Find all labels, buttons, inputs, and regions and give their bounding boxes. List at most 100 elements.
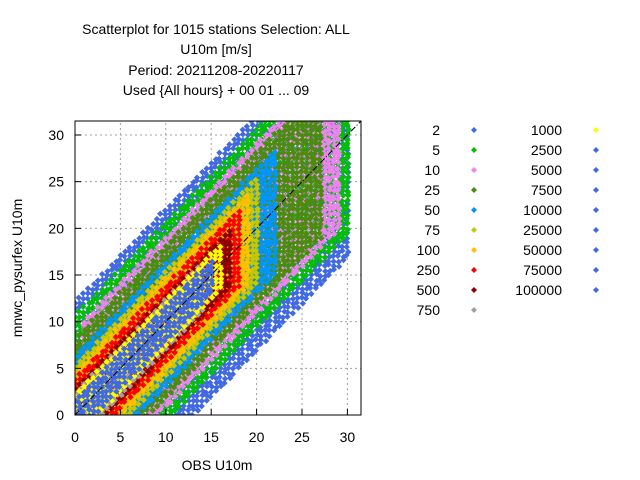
data-point [331, 99, 337, 105]
data-point [312, 104, 318, 110]
data-point [272, 103, 278, 109]
data-point [265, 326, 273, 334]
data-point [102, 275, 110, 283]
data-point [326, 81, 332, 87]
data-point [331, 48, 337, 54]
data-point [336, 80, 342, 86]
data-point [294, 104, 300, 110]
data-point [226, 141, 233, 148]
data-point [298, 98, 304, 104]
data-point [239, 126, 246, 133]
data-point [340, 28, 346, 34]
data-point [231, 360, 239, 368]
data-point [317, 62, 323, 68]
data-point [285, 98, 291, 104]
data-point [294, 95, 300, 101]
data-point [339, 47, 345, 53]
data-point [244, 126, 251, 134]
data-point [277, 108, 283, 114]
data-point [326, 40, 332, 46]
data-point [266, 113, 272, 119]
data-point [336, 29, 342, 35]
data-point [303, 75, 309, 81]
data-point [267, 109, 273, 115]
data-point [143, 234, 151, 242]
data-point [286, 105, 292, 111]
data-point [334, 95, 340, 101]
data-point [326, 48, 332, 54]
data-point [345, 24, 351, 30]
data-point [304, 113, 310, 119]
data-point [326, 75, 332, 81]
data-point [221, 150, 229, 157]
data-point [303, 103, 309, 109]
data-point [316, 67, 322, 73]
data-point [215, 155, 223, 162]
data-point [307, 96, 313, 102]
data-point [226, 360, 233, 367]
data-point [343, 44, 349, 50]
data-point [344, 30, 350, 36]
data-point [122, 248, 129, 255]
data-point [303, 89, 309, 95]
data-point [253, 112, 259, 118]
data-point [216, 149, 223, 156]
data-point [221, 375, 229, 382]
data-point [238, 350, 246, 357]
data-point [345, 20, 351, 26]
data-point [198, 397, 206, 405]
data-point [235, 355, 243, 363]
data-point [322, 95, 328, 101]
data-point [238, 359, 246, 367]
data-point [313, 85, 319, 91]
data-point [285, 109, 291, 115]
data-point [326, 71, 332, 77]
data-point [321, 91, 327, 97]
data-point [321, 85, 327, 91]
data-point [202, 389, 210, 396]
data-point [286, 103, 292, 109]
data-point [293, 81, 299, 87]
data-point [298, 109, 304, 115]
data-point [248, 121, 255, 125]
data-point [282, 112, 288, 118]
data-point [341, 43, 347, 49]
data-point [308, 290, 315, 298]
data-point [294, 90, 300, 96]
data-point [284, 81, 290, 87]
data-point [322, 100, 328, 106]
data-point [316, 99, 322, 105]
data-point [231, 136, 238, 143]
data-point [221, 379, 228, 387]
data-point [244, 345, 252, 353]
data-point [308, 63, 314, 69]
data-point [127, 252, 134, 259]
data-point [298, 98, 304, 104]
data-point [318, 80, 324, 86]
data-point [116, 261, 123, 269]
data-point [308, 77, 314, 83]
data-point [126, 244, 133, 251]
data-point [323, 113, 329, 119]
data-point [308, 84, 314, 90]
data-point [312, 100, 318, 106]
data-point [84, 285, 92, 292]
data-point [217, 382, 225, 390]
data-point [295, 99, 301, 105]
data-point [299, 86, 305, 92]
data-point [295, 99, 301, 105]
data-point [230, 355, 237, 362]
data-point [198, 402, 205, 410]
data-point [156, 210, 164, 217]
data-point [330, 85, 336, 91]
data-point [75, 305, 79, 312]
data-point [281, 95, 287, 101]
data-point [318, 52, 324, 58]
data-point [94, 282, 101, 289]
data-point [313, 76, 319, 82]
data-point [327, 67, 333, 73]
data-point [289, 90, 295, 96]
data-point [281, 99, 287, 105]
data-point [229, 365, 237, 372]
data-point [121, 253, 128, 260]
